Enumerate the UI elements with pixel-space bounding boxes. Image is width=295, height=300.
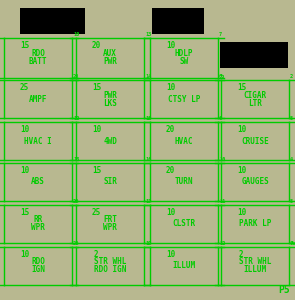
- Text: 20: 20: [73, 199, 79, 204]
- Text: ILLUM: ILLUM: [243, 266, 267, 274]
- Text: 15: 15: [20, 208, 29, 217]
- Text: 10: 10: [73, 32, 79, 37]
- Text: 20: 20: [73, 74, 79, 79]
- Text: 2: 2: [290, 74, 293, 79]
- Text: 10: 10: [237, 166, 246, 175]
- Text: 13: 13: [145, 32, 151, 37]
- Text: STR WHL: STR WHL: [94, 257, 126, 266]
- Text: BATT: BATT: [29, 58, 47, 67]
- Text: CTSY LP: CTSY LP: [168, 94, 200, 103]
- Text: IGN: IGN: [31, 266, 45, 274]
- Text: 5: 5: [290, 199, 293, 204]
- Text: 15: 15: [92, 83, 101, 92]
- Text: 20: 20: [166, 125, 175, 134]
- Text: PWR: PWR: [103, 91, 117, 100]
- Bar: [152, 8, 204, 34]
- Text: 25: 25: [92, 208, 101, 217]
- Text: SIR: SIR: [103, 178, 117, 187]
- Text: 12: 12: [219, 241, 225, 246]
- Text: LKS: LKS: [103, 98, 117, 107]
- Text: 10: 10: [237, 208, 246, 217]
- Text: STR WHL: STR WHL: [239, 257, 271, 266]
- Text: RDO: RDO: [31, 257, 45, 266]
- Text: 16: 16: [145, 157, 151, 162]
- Text: 15: 15: [237, 83, 246, 92]
- Text: 22: 22: [73, 241, 79, 246]
- Text: HDLP: HDLP: [175, 50, 193, 58]
- Text: 10: 10: [20, 250, 29, 259]
- Text: 10: 10: [166, 208, 175, 217]
- Text: 2: 2: [94, 250, 99, 259]
- Text: ILLUM: ILLUM: [173, 262, 196, 271]
- Text: GAUGES: GAUGES: [241, 178, 269, 187]
- Text: 10: 10: [166, 250, 175, 259]
- Text: 2: 2: [239, 250, 244, 259]
- Text: 6: 6: [219, 116, 222, 121]
- Text: 10: 10: [20, 166, 29, 175]
- Text: SW: SW: [179, 58, 189, 67]
- Text: PARK LP: PARK LP: [239, 220, 271, 229]
- Text: 10: 10: [20, 125, 29, 134]
- Text: 19: 19: [145, 241, 151, 246]
- Text: 17: 17: [145, 199, 151, 204]
- Text: 20: 20: [92, 41, 101, 50]
- Text: 4: 4: [290, 157, 293, 162]
- Text: LTR: LTR: [248, 98, 262, 107]
- Text: WPR: WPR: [103, 224, 117, 232]
- Text: PWR: PWR: [103, 58, 117, 67]
- Text: 10: 10: [92, 125, 101, 134]
- Text: 14: 14: [145, 74, 151, 79]
- Text: 12: 12: [73, 116, 79, 121]
- Text: CRUISE: CRUISE: [241, 136, 269, 146]
- Text: 25: 25: [20, 83, 29, 92]
- Text: FRT: FRT: [103, 215, 117, 224]
- Text: CIGAR: CIGAR: [243, 91, 267, 100]
- Text: AMPF: AMPF: [29, 94, 47, 103]
- Text: 15: 15: [145, 116, 151, 121]
- Text: 6b: 6b: [290, 241, 295, 246]
- Text: 15: 15: [20, 41, 29, 50]
- Text: WPR: WPR: [31, 224, 45, 232]
- Text: 10: 10: [166, 41, 175, 50]
- Text: RDO IGN: RDO IGN: [94, 266, 126, 274]
- Text: 10: 10: [166, 83, 175, 92]
- Text: 6b: 6b: [219, 74, 225, 79]
- Text: 13: 13: [73, 157, 79, 162]
- Text: AUX: AUX: [103, 50, 117, 58]
- Text: TURN: TURN: [175, 178, 193, 187]
- Text: CLSTR: CLSTR: [173, 220, 196, 229]
- Text: 20: 20: [166, 166, 175, 175]
- Text: RDO: RDO: [31, 50, 45, 58]
- Text: 4WD: 4WD: [103, 136, 117, 146]
- Text: 7: 7: [219, 32, 222, 37]
- Text: 15: 15: [92, 166, 101, 175]
- Text: HVAC: HVAC: [175, 136, 193, 146]
- Text: 10: 10: [219, 157, 225, 162]
- Bar: [20, 8, 85, 34]
- Text: P5: P5: [278, 285, 290, 295]
- Text: RR: RR: [33, 215, 42, 224]
- Text: 10: 10: [237, 125, 246, 134]
- Text: HVAC I: HVAC I: [24, 136, 52, 146]
- Text: 11: 11: [219, 199, 225, 204]
- Text: 5: 5: [290, 116, 293, 121]
- Bar: [220, 42, 288, 68]
- Text: ABS: ABS: [31, 178, 45, 187]
